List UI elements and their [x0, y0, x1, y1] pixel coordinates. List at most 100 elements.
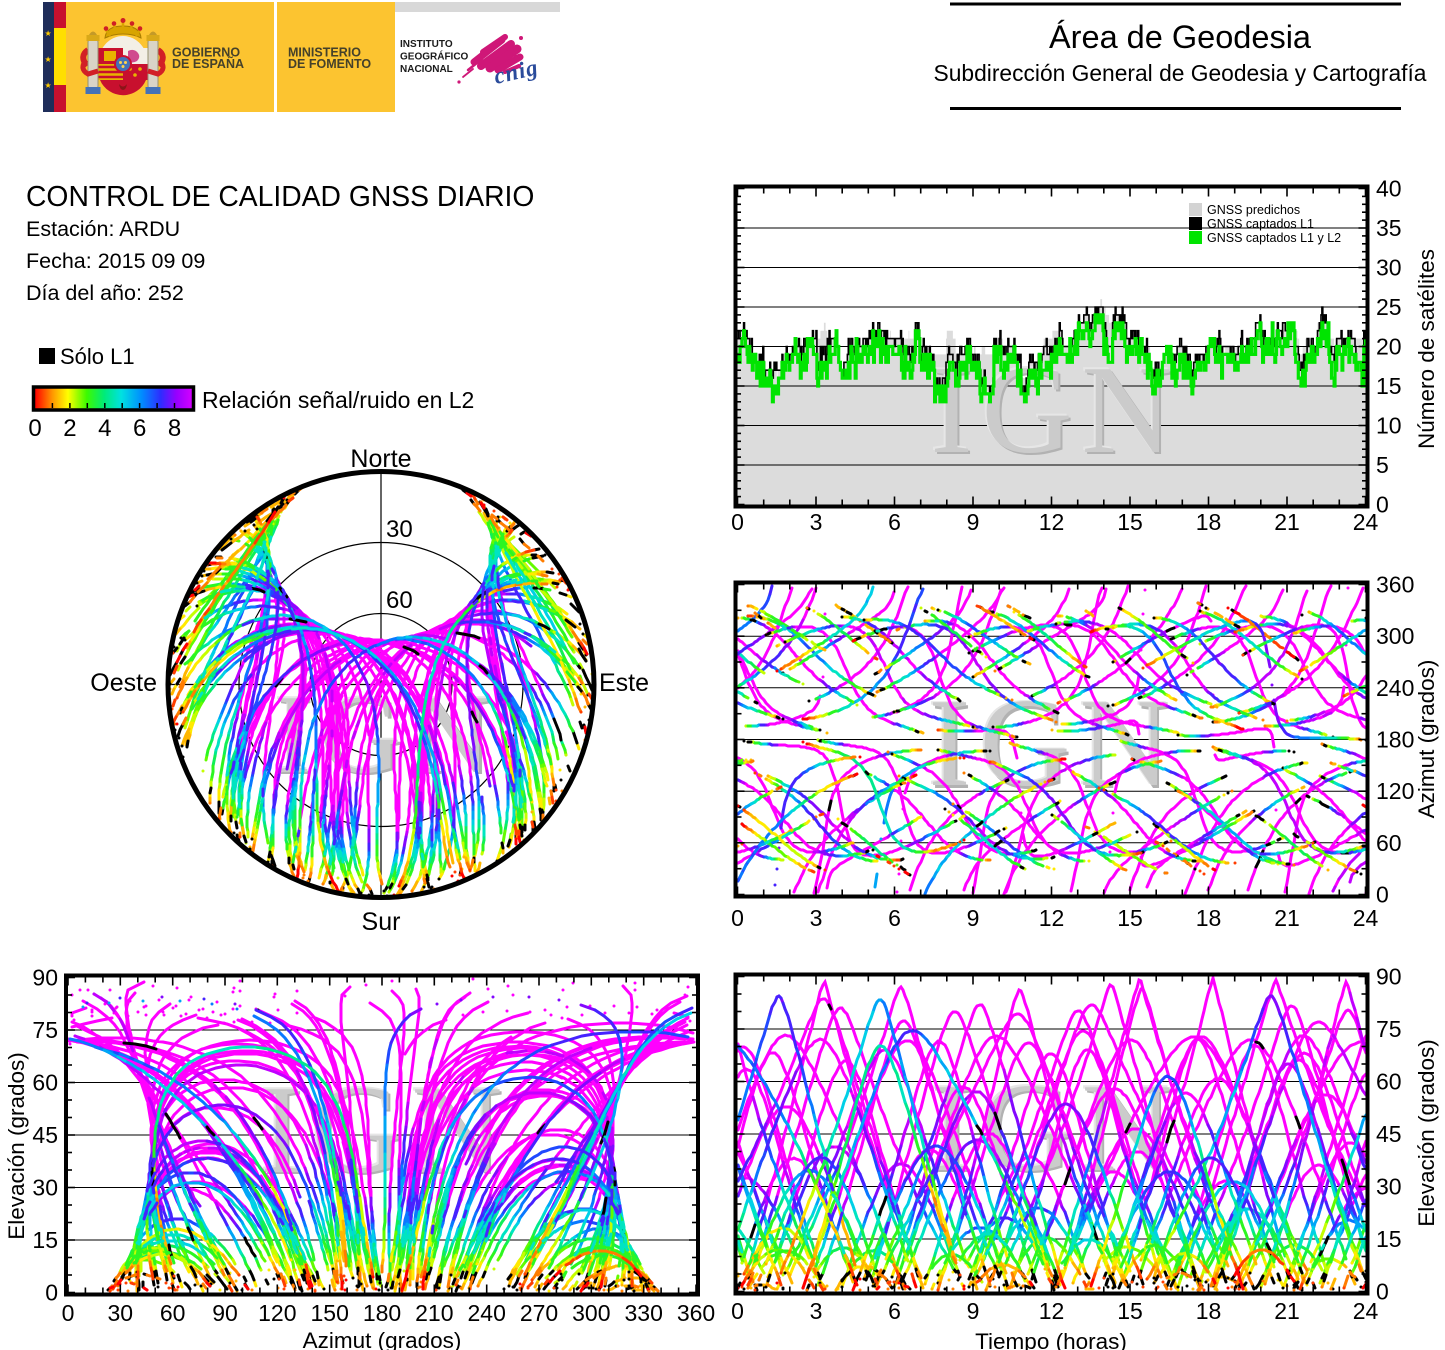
svg-text:Azimut (grados): Azimut (grados) — [303, 1328, 462, 1350]
svg-text:9: 9 — [967, 509, 980, 535]
svg-text:DE FOMENTO: DE FOMENTO — [288, 57, 371, 71]
svg-text:Oeste: Oeste — [90, 669, 157, 697]
svg-text:21: 21 — [1274, 509, 1300, 535]
svg-text:6: 6 — [888, 1298, 901, 1324]
svg-text:300: 300 — [572, 1300, 610, 1326]
svg-text:★: ★ — [45, 29, 52, 38]
svg-text:3: 3 — [810, 905, 823, 931]
svg-text:Norte: Norte — [350, 445, 411, 473]
svg-text:Fecha: 2015 09 09: Fecha: 2015 09 09 — [26, 249, 205, 273]
svg-text:21: 21 — [1274, 1298, 1300, 1324]
svg-text:15: 15 — [1117, 905, 1143, 931]
svg-text:90: 90 — [212, 1300, 238, 1326]
svg-text:0: 0 — [1376, 492, 1389, 518]
svg-text:240: 240 — [1376, 675, 1414, 701]
svg-text:GOBIERNO: GOBIERNO — [172, 46, 240, 60]
svg-text:12: 12 — [1039, 905, 1065, 931]
svg-text:210: 210 — [415, 1300, 453, 1326]
svg-text:0: 0 — [731, 509, 744, 535]
svg-text:0: 0 — [28, 415, 41, 442]
svg-text:6: 6 — [888, 905, 901, 931]
svg-text:9: 9 — [967, 1298, 980, 1324]
svg-text:60: 60 — [386, 587, 413, 614]
svg-text:Sólo L1: Sólo L1 — [60, 344, 135, 369]
svg-text:0: 0 — [1376, 882, 1389, 908]
svg-text:15: 15 — [1376, 1226, 1402, 1252]
svg-text:0: 0 — [62, 1300, 75, 1326]
svg-text:30: 30 — [1376, 1174, 1402, 1200]
svg-text:0: 0 — [45, 1280, 58, 1306]
svg-text:150: 150 — [311, 1300, 349, 1326]
svg-text:360: 360 — [1376, 572, 1414, 598]
svg-text:0: 0 — [1376, 1279, 1389, 1305]
svg-text:8: 8 — [168, 415, 181, 442]
svg-text:120: 120 — [1376, 778, 1414, 804]
svg-text:0: 0 — [731, 905, 744, 931]
svg-text:3: 3 — [810, 1298, 823, 1324]
svg-text:12: 12 — [1039, 1298, 1065, 1324]
svg-text:18: 18 — [1196, 905, 1222, 931]
svg-text:120: 120 — [258, 1300, 296, 1326]
svg-text:Número de satélites: Número de satélites — [1414, 249, 1439, 449]
svg-text:180: 180 — [1376, 727, 1414, 753]
svg-text:18: 18 — [1196, 509, 1222, 535]
svg-text:6: 6 — [888, 509, 901, 535]
svg-text:60: 60 — [1376, 1069, 1402, 1095]
svg-text:75: 75 — [32, 1017, 58, 1043]
svg-text:12: 12 — [1039, 509, 1065, 535]
svg-text:60: 60 — [32, 1070, 58, 1096]
svg-text:20: 20 — [1376, 334, 1402, 360]
svg-text:Elevación (grados): Elevación (grados) — [1414, 1039, 1439, 1227]
svg-text:25: 25 — [1376, 294, 1402, 320]
svg-text:Azimut (grados): Azimut (grados) — [1414, 660, 1439, 819]
svg-text:NACIONAL: NACIONAL — [400, 64, 453, 75]
svg-text:45: 45 — [32, 1122, 58, 1148]
svg-text:2: 2 — [63, 415, 76, 442]
svg-text:330: 330 — [625, 1300, 663, 1326]
svg-text:Subdirección General de Geodes: Subdirección General de Geodesia y Carto… — [934, 60, 1427, 86]
svg-text:21: 21 — [1274, 905, 1300, 931]
svg-text:6: 6 — [133, 415, 146, 442]
svg-text:0: 0 — [731, 1298, 744, 1324]
svg-text:270: 270 — [520, 1300, 558, 1326]
svg-text:5: 5 — [1376, 452, 1389, 478]
svg-text:15: 15 — [1117, 1298, 1143, 1324]
svg-text:Sur: Sur — [362, 908, 401, 936]
svg-text:300: 300 — [1376, 623, 1414, 649]
svg-text:24: 24 — [1353, 509, 1379, 535]
svg-text:Día del año: 252: Día del año: 252 — [26, 281, 184, 305]
svg-text:60: 60 — [1376, 830, 1402, 856]
svg-text:★: ★ — [45, 55, 52, 64]
svg-text:DE ESPAÑA: DE ESPAÑA — [172, 56, 244, 71]
svg-text:INSTITUTO: INSTITUTO — [400, 39, 453, 50]
svg-text:45: 45 — [1376, 1121, 1402, 1147]
svg-text:30: 30 — [32, 1175, 58, 1201]
svg-text:CONTROL DE CALIDAD GNSS DIARIO: CONTROL DE CALIDAD GNSS DIARIO — [26, 180, 534, 212]
svg-text:40: 40 — [1376, 176, 1402, 202]
svg-text:15: 15 — [32, 1227, 58, 1253]
svg-text:GNSS predichos: GNSS predichos — [1207, 203, 1300, 217]
svg-text:90: 90 — [32, 965, 58, 991]
svg-text:75: 75 — [1376, 1016, 1402, 1042]
svg-text:Elevación (grados): Elevación (grados) — [4, 1052, 29, 1240]
svg-text:GNSS captados L1: GNSS captados L1 — [1207, 217, 1314, 231]
svg-text:IGN: IGN — [929, 674, 1180, 813]
svg-text:24: 24 — [1353, 1298, 1379, 1324]
svg-text:30: 30 — [1376, 255, 1402, 281]
svg-text:Tiempo (horas): Tiempo (horas) — [975, 1329, 1127, 1350]
svg-text:240: 240 — [468, 1300, 506, 1326]
svg-text:24: 24 — [1353, 905, 1379, 931]
svg-text:Relación señal/ruido en L2: Relación señal/ruido en L2 — [202, 387, 474, 413]
svg-text:15: 15 — [1117, 509, 1143, 535]
svg-text:GEOGRÁFICO: GEOGRÁFICO — [400, 50, 469, 63]
svg-text:10: 10 — [1376, 413, 1402, 439]
svg-text:9: 9 — [967, 905, 980, 931]
svg-text:MINISTERIO: MINISTERIO — [288, 46, 361, 60]
svg-text:GNSS captados L1 y L2: GNSS captados L1 y L2 — [1207, 231, 1341, 245]
svg-text:Área de Geodesia: Área de Geodesia — [1049, 19, 1312, 55]
svg-text:90: 90 — [1376, 964, 1402, 990]
svg-text:30: 30 — [386, 516, 413, 543]
svg-text:4: 4 — [98, 415, 111, 442]
svg-text:18: 18 — [1196, 1298, 1222, 1324]
svg-text:60: 60 — [160, 1300, 186, 1326]
